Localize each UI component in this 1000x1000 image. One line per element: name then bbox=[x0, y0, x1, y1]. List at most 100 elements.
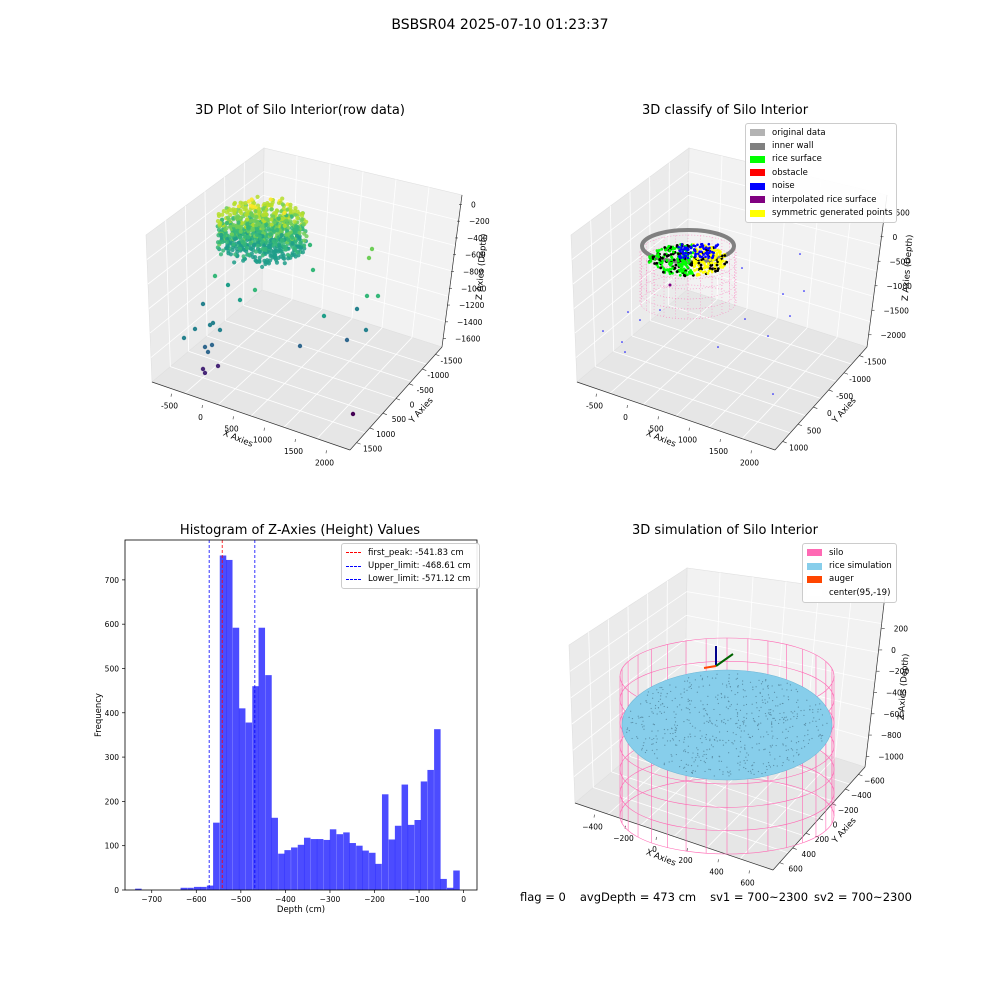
raw-point bbox=[239, 211, 244, 216]
sim-rice-point bbox=[694, 706, 696, 709]
raw-point bbox=[294, 250, 299, 255]
cls-point bbox=[704, 264, 707, 268]
cls-x-tick-mark bbox=[750, 450, 752, 454]
raw-point bbox=[274, 260, 280, 265]
raw-point bbox=[247, 215, 253, 220]
raw-point bbox=[270, 197, 276, 203]
cls-point bbox=[684, 253, 688, 257]
cls-point bbox=[699, 263, 703, 267]
raw-point bbox=[300, 227, 305, 232]
cls-point bbox=[673, 247, 677, 250]
cls-point bbox=[685, 265, 689, 268]
raw-point bbox=[279, 230, 284, 236]
cls-grid bbox=[642, 308, 748, 405]
raw-point bbox=[282, 261, 287, 266]
raw-grid bbox=[263, 194, 456, 247]
cls-point bbox=[717, 249, 721, 253]
raw-point bbox=[275, 243, 280, 248]
raw-y-tick-mark bbox=[422, 368, 427, 371]
raw-point bbox=[288, 205, 293, 210]
sim-rice-point bbox=[690, 700, 693, 702]
cls-point bbox=[706, 252, 710, 255]
cls-point bbox=[686, 255, 690, 259]
raw-point bbox=[292, 229, 297, 234]
cls-x-tick-label: -500 bbox=[586, 402, 603, 411]
sim-rice-point bbox=[803, 709, 805, 711]
cls-noise-point bbox=[782, 293, 784, 295]
histogram-bar bbox=[135, 888, 142, 890]
histogram-bar bbox=[440, 878, 447, 890]
raw-point bbox=[248, 218, 253, 224]
cls-point bbox=[676, 251, 680, 255]
raw-point bbox=[223, 230, 228, 235]
cls-noise-point bbox=[712, 251, 715, 255]
raw-point bbox=[244, 242, 250, 248]
cls-point bbox=[668, 283, 672, 287]
cls-point bbox=[662, 270, 665, 274]
raw-point bbox=[246, 235, 251, 241]
sim-rice-point bbox=[756, 707, 758, 709]
cls-point bbox=[696, 272, 700, 276]
raw-point bbox=[295, 249, 300, 254]
cls-point bbox=[707, 269, 711, 273]
raw-point bbox=[280, 216, 285, 221]
sim-silo-ring bbox=[619, 754, 835, 831]
cls-noise-point bbox=[698, 245, 702, 249]
cls-point bbox=[669, 267, 673, 271]
raw-point bbox=[303, 229, 308, 234]
legend-label: silo bbox=[829, 547, 844, 558]
histogram-y-tick-label: 100 bbox=[105, 842, 120, 851]
cls-point bbox=[684, 260, 688, 264]
cls-point bbox=[681, 256, 685, 260]
cls-point bbox=[689, 263, 693, 266]
raw-point bbox=[258, 236, 264, 241]
sim-y-tick-mark bbox=[832, 803, 837, 806]
raw-point bbox=[243, 203, 249, 208]
cls-noise-point bbox=[714, 246, 717, 249]
raw-point bbox=[251, 255, 256, 260]
sim-rice-point bbox=[718, 755, 720, 757]
sim-rice-point bbox=[790, 689, 792, 691]
raw-point bbox=[238, 246, 243, 252]
sim-rice-point bbox=[751, 735, 754, 737]
raw-point bbox=[255, 237, 260, 242]
cls-point bbox=[699, 266, 703, 270]
raw-point bbox=[275, 228, 280, 233]
sim-rice-point bbox=[662, 703, 664, 705]
raw-point bbox=[210, 320, 216, 326]
raw-point bbox=[241, 214, 246, 219]
cls-point bbox=[648, 255, 652, 259]
sim-rice-point bbox=[652, 712, 654, 714]
raw-point bbox=[242, 228, 247, 233]
sim-rice-point bbox=[631, 717, 634, 720]
sim-rice-point bbox=[637, 737, 639, 739]
raw-point bbox=[263, 260, 268, 265]
cls-point bbox=[712, 256, 715, 259]
sim-rice-point bbox=[706, 676, 709, 678]
sim-grid bbox=[666, 580, 668, 726]
cls-grid bbox=[741, 337, 838, 439]
cls-point bbox=[697, 253, 700, 257]
raw-point bbox=[262, 231, 267, 236]
raw-point bbox=[254, 259, 260, 264]
raw-point bbox=[245, 230, 250, 235]
raw-point bbox=[281, 218, 286, 223]
raw-point bbox=[274, 220, 279, 225]
legend-swatch bbox=[807, 549, 822, 557]
raw-point bbox=[261, 203, 266, 208]
sim-grid bbox=[714, 572, 721, 720]
raw-point bbox=[242, 227, 247, 232]
sim-rice-point bbox=[804, 724, 806, 726]
sim-rice-point bbox=[746, 752, 748, 754]
raw-point bbox=[292, 228, 297, 233]
sim-grid bbox=[774, 581, 787, 739]
raw-point bbox=[251, 243, 256, 248]
raw-point bbox=[273, 248, 278, 253]
sim-rice-point bbox=[684, 750, 687, 753]
cls-grid bbox=[573, 218, 689, 309]
cls-noise-point bbox=[627, 311, 629, 313]
sim-rice-point bbox=[686, 689, 688, 691]
sim-rice-point bbox=[775, 705, 777, 707]
sim-rice-point bbox=[798, 753, 800, 755]
cls-point bbox=[697, 261, 701, 264]
